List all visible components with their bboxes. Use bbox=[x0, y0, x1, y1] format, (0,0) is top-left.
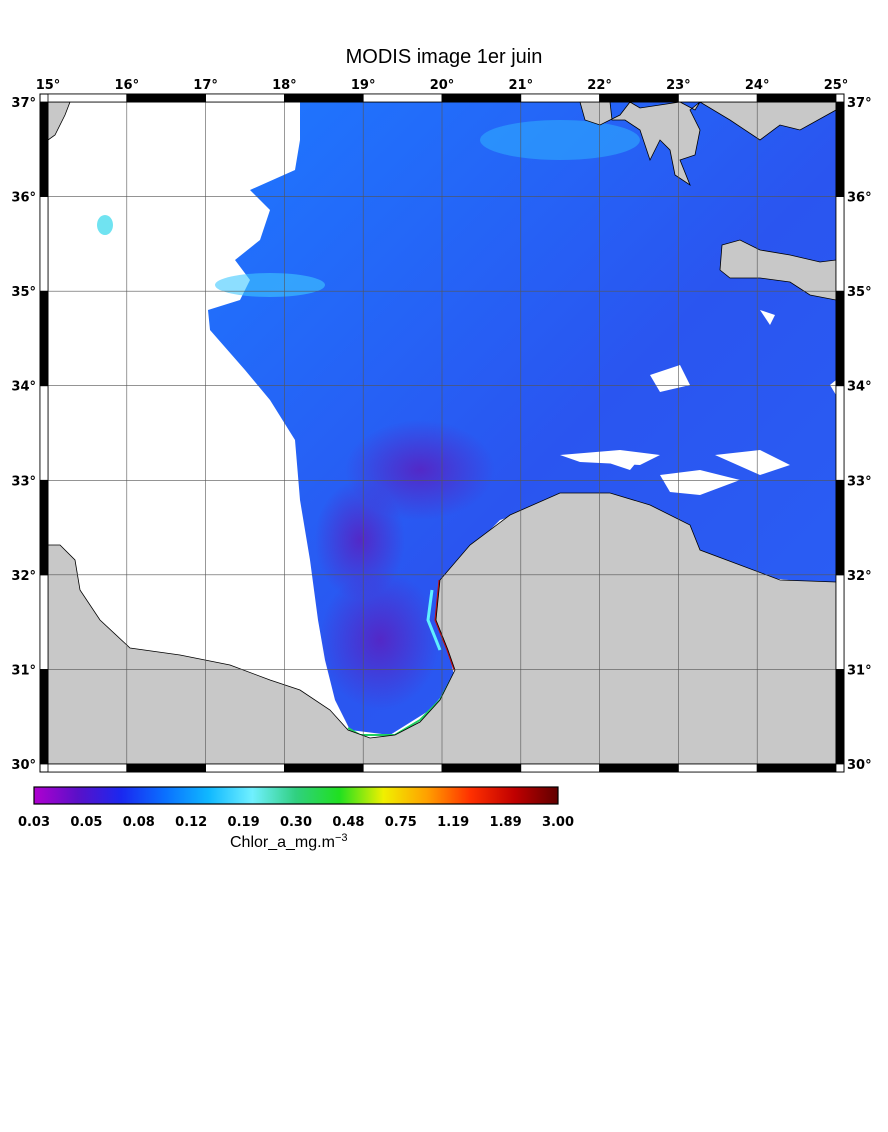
frame-bar-bottom bbox=[520, 763, 600, 773]
sicily-land bbox=[48, 102, 71, 141]
latitude-label-left: 36° bbox=[11, 191, 36, 206]
colorbar-tick-label: 0.48 bbox=[332, 815, 364, 830]
frame-bar-top bbox=[362, 93, 443, 103]
longitude-label: 25° bbox=[824, 78, 849, 93]
frame-bar-bottom bbox=[678, 763, 758, 773]
frame-bar-right bbox=[835, 196, 845, 292]
crete-land bbox=[719, 239, 836, 301]
latitude-label-left: 31° bbox=[11, 663, 36, 678]
frame-bar-top bbox=[441, 93, 522, 103]
frame-bar-bottom bbox=[362, 763, 443, 773]
colorbar-tick-label: 1.89 bbox=[490, 815, 522, 830]
cyan-patch-west bbox=[215, 273, 325, 297]
frame-bar-left bbox=[39, 669, 49, 765]
latitude-label-right: 30° bbox=[847, 758, 872, 773]
frame-bar-top bbox=[126, 93, 207, 103]
chlorophyll-map: 15° 16° 17° 18° 19° 20° 21° 22° 23° 24° 25° 30° 30° 3… bbox=[11, 78, 871, 851]
colorbar-tick-label: 3.00 bbox=[542, 815, 574, 830]
colorbar-tick-label: 0.03 bbox=[18, 815, 50, 830]
low-chlorophyll-south bbox=[315, 480, 405, 600]
colorbar-tick-label: 0.12 bbox=[175, 815, 207, 830]
map-frame bbox=[39, 93, 845, 773]
latitude-label-left: 35° bbox=[11, 285, 36, 300]
colorbar-tick-label: 1.19 bbox=[437, 815, 469, 830]
colorbar-tick-label: 0.19 bbox=[228, 815, 260, 830]
frame-bar-right bbox=[835, 574, 845, 670]
colorbar-labels: 0.03 0.05 0.08 0.12 0.19 0.30 0.48 0.75 1.19 1.89… bbox=[18, 815, 574, 830]
latitude-label-right: 37° bbox=[847, 96, 872, 111]
longitude-label: 20° bbox=[430, 78, 455, 93]
cyan-patch-north bbox=[480, 120, 640, 160]
latitude-label-right: 35° bbox=[847, 285, 872, 300]
frame-bar-left bbox=[39, 101, 49, 197]
latitude-label-left: 34° bbox=[11, 380, 36, 395]
frame-bar-bottom bbox=[205, 763, 285, 773]
latitude-label-right: 32° bbox=[847, 569, 872, 584]
latitude-label-left: 37° bbox=[11, 96, 36, 111]
frame-bar-top bbox=[47, 93, 128, 103]
colorbar-tick-label: 0.30 bbox=[280, 815, 312, 830]
frame-bar-bottom bbox=[599, 763, 679, 773]
cloud-patches bbox=[560, 310, 836, 495]
longitude-label: 21° bbox=[509, 78, 534, 93]
frame-bar-top bbox=[520, 93, 600, 103]
frame-bar-right bbox=[835, 385, 845, 481]
latitude-label-left: 30° bbox=[11, 758, 36, 773]
frame-bar-right bbox=[835, 669, 845, 765]
frame-bar-left bbox=[39, 196, 49, 292]
frame-bar-left bbox=[39, 385, 49, 481]
colorbar-ramp bbox=[33, 786, 559, 805]
latitude-label-right: 33° bbox=[847, 474, 872, 489]
colorbar-title: Chlor_a_mg.m−3 bbox=[230, 832, 347, 851]
frame-bar-left bbox=[39, 479, 49, 576]
frame-bar-bottom bbox=[756, 763, 837, 773]
frame-bar-top bbox=[205, 93, 285, 103]
frame-bar-right bbox=[835, 290, 845, 387]
longitude-label: 17° bbox=[193, 78, 218, 93]
frame-bar-top bbox=[678, 93, 758, 103]
longitude-label: 15° bbox=[36, 78, 61, 93]
latitude-label-right: 34° bbox=[847, 380, 872, 395]
frame-bar-top bbox=[599, 93, 679, 103]
frame-bar-bottom bbox=[283, 763, 364, 773]
frame-bar-left bbox=[39, 574, 49, 670]
frame-bar-right bbox=[835, 101, 845, 197]
longitude-label: 24° bbox=[745, 78, 770, 93]
latitude-label-left: 32° bbox=[11, 569, 36, 584]
frame-bar-bottom bbox=[47, 763, 128, 773]
longitude-label: 18° bbox=[272, 78, 297, 93]
cyan-patch-small bbox=[97, 215, 113, 235]
tick-labels: 15° 16° 17° 18° 19° 20° 21° 22° 23° 24° 25° 30° 30° 3… bbox=[11, 78, 871, 773]
latitude-label-left: 33° bbox=[11, 474, 36, 489]
colorbar-tick-label: 0.05 bbox=[70, 815, 102, 830]
colorbar-tick-label: 0.75 bbox=[385, 815, 417, 830]
frame-bar-top bbox=[283, 93, 364, 103]
frame-bar-bottom bbox=[441, 763, 522, 773]
frame-bar-top bbox=[756, 93, 837, 103]
frame-bar-left bbox=[39, 290, 49, 387]
map-title: MODIS image 1er juin bbox=[345, 46, 543, 68]
peloponnese-land bbox=[579, 102, 836, 187]
longitude-label: 23° bbox=[666, 78, 691, 93]
frame-bar-bottom bbox=[126, 763, 207, 773]
frame-bar-right bbox=[835, 479, 845, 576]
low-chlorophyll-gulf bbox=[320, 570, 440, 710]
colorbar-tick-label: 0.08 bbox=[123, 815, 155, 830]
coastal-cyan-band bbox=[426, 589, 442, 651]
latitude-label-right: 36° bbox=[847, 191, 872, 206]
latitude-label-right: 31° bbox=[847, 663, 872, 678]
longitude-label: 19° bbox=[351, 78, 376, 93]
longitude-label: 22° bbox=[587, 78, 612, 93]
colorbar: 0.03 0.05 0.08 0.12 0.19 0.30 0.48 0.75 1.19 1.89… bbox=[18, 786, 574, 851]
longitude-label: 16° bbox=[115, 78, 140, 93]
